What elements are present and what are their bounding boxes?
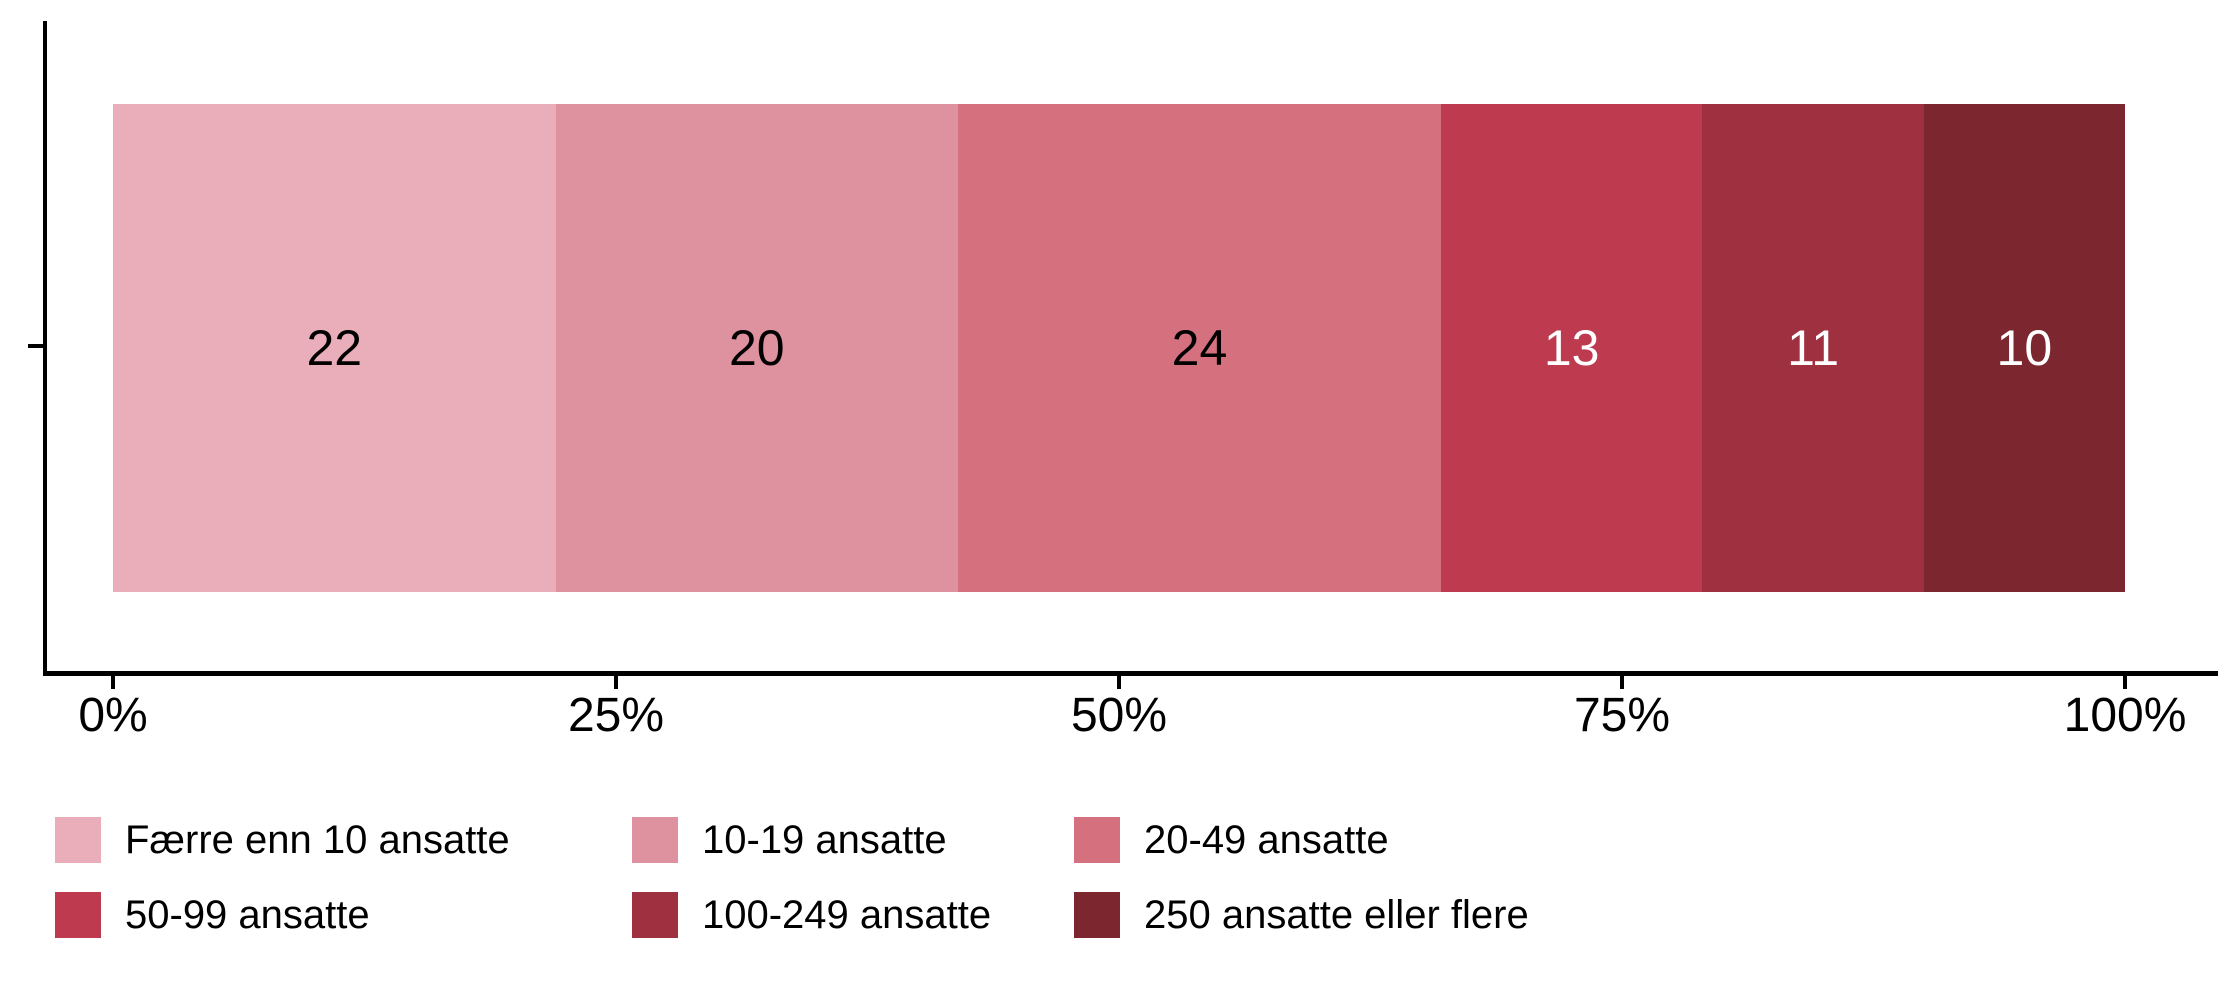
x-tick-label-1: 25% (567, 689, 665, 742)
legend-label-2: 20-49 ansatte (1144, 818, 1389, 862)
bar-segment-4: 11 (1702, 104, 1924, 592)
segment-value-label-0: 22 (306, 320, 363, 376)
bar-segment-5: 10 (1923, 104, 2125, 592)
x-axis-line (43, 671, 2218, 676)
x-tick-mark-0 (111, 676, 115, 689)
segment-value-label-3: 13 (1543, 320, 1600, 376)
x-tick-mark-2 (1117, 676, 1121, 689)
bar-segment-1: 20 (555, 104, 959, 592)
segment-value-label-2: 24 (1171, 320, 1228, 376)
segment-value-label-4: 11 (1787, 320, 1840, 376)
x-tick-label-0: 0% (78, 689, 148, 742)
legend-label-1: 10-19 ansatte (702, 818, 947, 862)
legend-swatch-4 (632, 892, 678, 938)
x-tick-label-3: 75% (1573, 689, 1671, 742)
x-tick-label-4: 100% (2063, 689, 2187, 742)
bar-segment-3: 13 (1440, 104, 1703, 592)
y-axis-line (43, 21, 47, 675)
bar-segment-0: 22 (113, 104, 556, 592)
legend-label-5: 250 ansatte eller flere (1144, 893, 1529, 937)
stacked-bar: 22 20 24 13 11 10 (113, 104, 2125, 592)
legend-label-4: 100-249 ansatte (702, 893, 992, 937)
segment-value-label-1: 20 (729, 320, 785, 376)
y-axis-tick (28, 344, 43, 348)
legend-swatch-1 (632, 817, 678, 863)
legend-swatch-2 (1074, 817, 1120, 863)
x-tick-mark-1 (614, 676, 618, 689)
legend-swatch-5 (1074, 892, 1120, 938)
x-tick-mark-3 (1620, 676, 1624, 689)
legend-swatch-0 (55, 817, 101, 863)
legend-label-3: 50-99 ansatte (125, 893, 370, 937)
legend-label-0: Færre enn 10 ansatte (125, 818, 510, 862)
segment-value-label-5: 10 (1996, 320, 2053, 376)
x-tick-label-2: 50% (1070, 689, 1168, 742)
bar-segment-2: 24 (958, 104, 1441, 592)
x-tick-mark-4 (2123, 676, 2127, 689)
legend-swatch-3 (55, 892, 101, 938)
